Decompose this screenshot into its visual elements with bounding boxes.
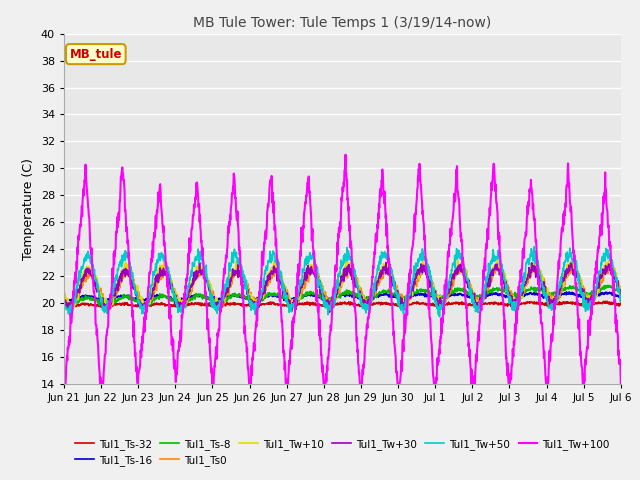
Tul1_Ts-32 — [604, 299, 611, 304]
Tul1_Ts-8 — [297, 296, 305, 301]
Tul1_Ts-32 — [308, 300, 316, 306]
Tul1_Tw+50 — [297, 283, 305, 288]
Line: Tul1_Tw+10: Tul1_Tw+10 — [64, 257, 621, 310]
Tul1_Ts0 — [107, 305, 115, 311]
Tul1_Tw+100 — [126, 268, 134, 274]
Line: Tul1_Tw+100: Tul1_Tw+100 — [64, 155, 621, 384]
Tul1_Tw+50 — [126, 266, 134, 272]
Tul1_Ts0 — [308, 267, 316, 273]
Tul1_Ts0 — [318, 287, 326, 293]
Tul1_Tw+30 — [378, 268, 385, 274]
Tul1_Tw+10 — [617, 285, 625, 290]
Tul1_Tw+100 — [617, 381, 625, 387]
Tul1_Tw+50 — [60, 288, 68, 294]
Tul1_Tw+50 — [617, 292, 625, 298]
Tul1_Tw+50 — [531, 244, 538, 250]
Tul1_Ts-16 — [563, 289, 570, 295]
Tul1_Ts-32 — [126, 302, 134, 308]
Tul1_Ts-16 — [60, 297, 68, 303]
Tul1_Ts0 — [126, 273, 134, 279]
Tul1_Tw+30 — [103, 307, 111, 312]
Tul1_Ts-8 — [308, 290, 316, 296]
Tul1_Tw+50 — [67, 314, 74, 320]
Tul1_Tw+100 — [103, 327, 111, 333]
Tul1_Tw+30 — [318, 286, 326, 291]
Tul1_Ts-8 — [126, 293, 134, 299]
Tul1_Ts-32 — [378, 300, 385, 305]
Tul1_Ts-16 — [378, 292, 385, 298]
Tul1_Ts0 — [378, 277, 385, 283]
Tul1_Tw+10 — [126, 271, 134, 276]
Tul1_Ts-32 — [617, 300, 625, 306]
Tul1_Ts0 — [570, 262, 578, 268]
Line: Tul1_Ts-32: Tul1_Ts-32 — [64, 301, 621, 308]
Tul1_Tw+10 — [493, 254, 501, 260]
Tul1_Ts-16 — [99, 300, 106, 305]
Tul1_Ts0 — [617, 286, 625, 292]
Tul1_Tw+10 — [60, 290, 68, 296]
Tul1_Tw+50 — [104, 298, 111, 303]
Tul1_Tw+50 — [318, 286, 326, 292]
Tul1_Ts-32 — [318, 303, 326, 309]
Tul1_Ts-16 — [297, 292, 305, 298]
Text: MB_tule: MB_tule — [70, 48, 122, 60]
Tul1_Ts-8 — [605, 283, 613, 288]
Tul1_Tw+10 — [318, 284, 326, 290]
Tul1_Ts0 — [297, 294, 305, 300]
Tul1_Ts-8 — [60, 300, 68, 306]
Tul1_Ts-8 — [104, 300, 111, 306]
Line: Tul1_Ts-16: Tul1_Ts-16 — [64, 292, 621, 302]
Tul1_Tw+30 — [196, 260, 204, 265]
Tul1_Tw+100 — [296, 248, 304, 254]
Tul1_Ts-8 — [378, 290, 385, 296]
Tul1_Ts-32 — [137, 305, 145, 311]
Line: Tul1_Tw+50: Tul1_Tw+50 — [64, 247, 621, 317]
Tul1_Tw+10 — [297, 287, 305, 293]
Tul1_Tw+30 — [60, 297, 68, 303]
Tul1_Ts0 — [60, 294, 68, 300]
Line: Tul1_Tw+30: Tul1_Tw+30 — [64, 263, 621, 312]
Tul1_Tw+100 — [60, 381, 68, 387]
Tul1_Tw+30 — [126, 267, 134, 273]
Tul1_Tw+50 — [378, 257, 385, 263]
Tul1_Tw+100 — [342, 152, 349, 157]
Tul1_Ts-16 — [318, 296, 326, 301]
Tul1_Tw+30 — [617, 294, 625, 300]
Tul1_Tw+10 — [308, 266, 316, 272]
Tul1_Ts0 — [103, 304, 111, 310]
Legend: Tul1_Ts-32, Tul1_Ts-16, Tul1_Ts-8, Tul1_Ts0, Tul1_Tw+10, Tul1_Tw+30, Tul1_Tw+50,: Tul1_Ts-32, Tul1_Ts-16, Tul1_Ts-8, Tul1_… — [70, 435, 614, 470]
Tul1_Tw+100 — [378, 184, 385, 190]
Tul1_Ts-8 — [101, 303, 109, 309]
Tul1_Ts-32 — [60, 303, 68, 309]
Title: MB Tule Tower: Tule Temps 1 (3/19/14-now): MB Tule Tower: Tule Temps 1 (3/19/14-now… — [193, 16, 492, 30]
Tul1_Ts-16 — [617, 292, 625, 298]
Tul1_Tw+30 — [308, 267, 316, 273]
Tul1_Ts-16 — [126, 294, 134, 300]
Tul1_Ts-32 — [103, 303, 111, 309]
Tul1_Tw+10 — [378, 270, 385, 276]
Tul1_Tw+30 — [297, 286, 305, 292]
Tul1_Tw+10 — [104, 301, 111, 307]
Line: Tul1_Ts0: Tul1_Ts0 — [64, 265, 621, 308]
Tul1_Ts-16 — [308, 292, 316, 298]
Tul1_Ts-16 — [104, 296, 111, 302]
Tul1_Ts-8 — [318, 294, 326, 300]
Y-axis label: Temperature (C): Temperature (C) — [22, 158, 35, 260]
Tul1_Tw+30 — [326, 309, 333, 315]
Tul1_Tw+100 — [308, 238, 316, 243]
Tul1_Ts-32 — [297, 301, 305, 307]
Tul1_Tw+100 — [318, 362, 326, 368]
Tul1_Tw+50 — [308, 254, 316, 260]
Line: Tul1_Ts-8: Tul1_Ts-8 — [64, 286, 621, 306]
Tul1_Tw+10 — [103, 307, 111, 313]
Tul1_Ts-8 — [617, 290, 625, 296]
